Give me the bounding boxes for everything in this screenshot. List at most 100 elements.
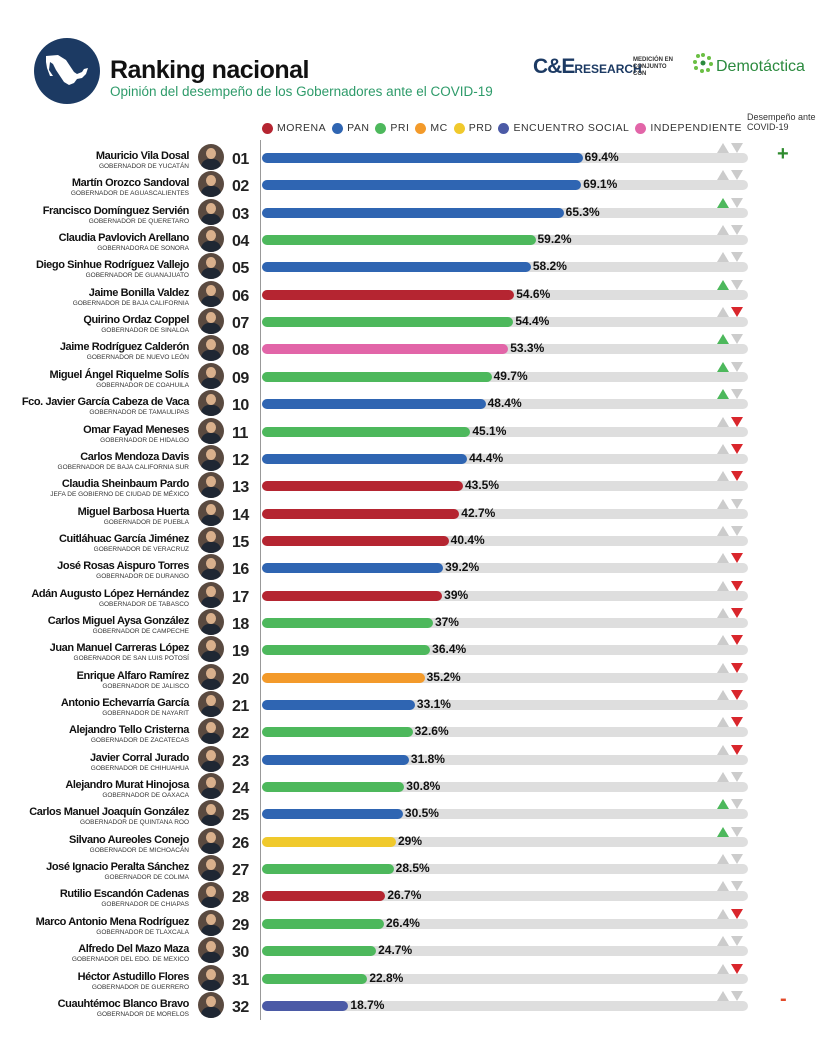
governor-title: GOBERNADOR DE DURANGO [96,573,189,581]
governor-title: GOBERNADOR DE BAJA CALIFORNIA [72,299,189,307]
arrow-up-icon [717,799,729,810]
rank-number: 31 [232,971,249,989]
avatar-face [206,503,216,515]
bar-track [262,1000,748,1011]
avatar-suit [201,350,221,362]
rank-number: 04 [232,233,249,251]
value-label: 53.3% [510,341,545,356]
trend-arrows [717,142,745,154]
avatar-suit [201,295,221,307]
bar [262,754,409,765]
legend-item: PRD [453,122,493,134]
table-row: Carlos Mendoza Davis GOBERNADOR DE BAJA C… [0,443,822,481]
legend-item: PAN [332,122,369,134]
governor-name: Carlos Manuel Joaquín González [29,806,189,819]
trend-arrows [717,716,745,728]
avatar-suit [201,405,221,417]
trend-arrows [717,279,745,291]
arrow-up-icon [717,361,729,372]
table-row: Rutilio Escandón Cadenas GOBERNADOR DE CH… [0,881,822,918]
avatar-suit [201,815,221,827]
value-label: 40.4% [450,532,485,547]
bar [262,782,405,793]
trend-arrows [717,388,745,400]
avatar [198,964,224,991]
trend-arrows [717,634,745,646]
avatar-face [206,886,216,898]
trend-arrows [717,443,745,455]
bar-track [262,891,748,902]
avatar [198,937,224,964]
arrow-up-icon [717,197,729,208]
brand-sub: RESEARCH [574,62,642,76]
legend-dot [415,122,427,134]
avatar-face [206,257,216,269]
arrow-down-icon [731,525,743,536]
bar [262,235,536,246]
arrow-up-icon [717,690,729,700]
governor-title: GOBERNADOR DE HIDALGO [100,436,189,444]
arrow-down-icon [731,744,743,755]
value-label: 54.4% [515,314,550,329]
arrow-down-icon [731,334,743,345]
avatar-suit [201,678,221,690]
bar-track [262,700,748,710]
bar-track [262,864,748,875]
value-label: 54.6% [516,286,551,301]
bar [262,946,377,957]
governor-title: GOBERNADOR DE BAJA CALIFORNIA SUR [57,463,189,471]
rank-number: 32 [232,998,249,1016]
bar [262,289,515,300]
avatar-suit [201,733,221,745]
bar-track [262,918,748,929]
avatar [198,745,224,772]
trend-arrows [717,662,745,674]
trend-arrows [717,197,745,209]
rank-number: 29 [232,916,249,934]
avatar-face [206,859,216,871]
arrow-up-icon [717,252,729,263]
bar-track [262,453,748,464]
mexico-map-icon [46,55,88,85]
governor-title: GOBERNADOR DE VERACRUZ [93,545,189,553]
table-row: Omar Fayad Meneses GOBERNADOR DE HIDALGO 1… [0,416,822,454]
bar-track [262,836,748,847]
rank-number: 19 [232,643,249,661]
avatar-suit [201,514,221,526]
trend-arrows [717,498,745,510]
legend-label: MORENA [277,122,327,134]
governor-name: Jaime Bonilla Valdez [88,286,190,299]
value-label: 28.5% [395,861,430,876]
measure-note: MEDICIÓN EN CONJUNTO CON [633,57,674,77]
arrow-down-icon [731,963,743,974]
value-label: 39.2% [445,560,480,575]
avatar-suit [201,159,221,170]
avatar-suit [201,487,221,499]
arrow-up-icon [717,826,729,837]
avatar-suit [201,213,221,225]
bar [262,426,471,437]
governor-name: Cuauhtémoc Blanco Bravo [57,997,190,1010]
avatar [198,554,224,581]
governor-name: Alejandro Murat Hinojosa [65,779,189,792]
governor-name: Alfredo Del Mazo Maza [78,943,189,956]
table-row: Antonio Echevarría García GOBERNADOR DE N… [0,690,822,727]
avatar-suit [201,432,221,444]
governor-title: GOBERNADOR DE TABASCO [98,600,189,608]
arrow-up-icon [717,389,729,400]
avatar-face [206,202,216,214]
avatar-face [206,612,216,624]
legend-dot [498,122,510,134]
partner-name: Demotáctica [716,58,805,75]
arrow-down-icon [731,908,743,919]
avatar-face [206,312,216,324]
legend-item: PRI [375,122,409,134]
governor-name: Cuitláhuac García Jiménez [59,532,189,545]
avatar-suit [201,268,221,280]
avatar [198,362,224,389]
rank-number: 11 [232,424,248,442]
table-row: Marco Antonio Mena Rodríguez GOBERNADOR D… [0,908,822,946]
bar-track [262,973,748,984]
bar-track [262,426,748,437]
avatar [198,773,224,800]
